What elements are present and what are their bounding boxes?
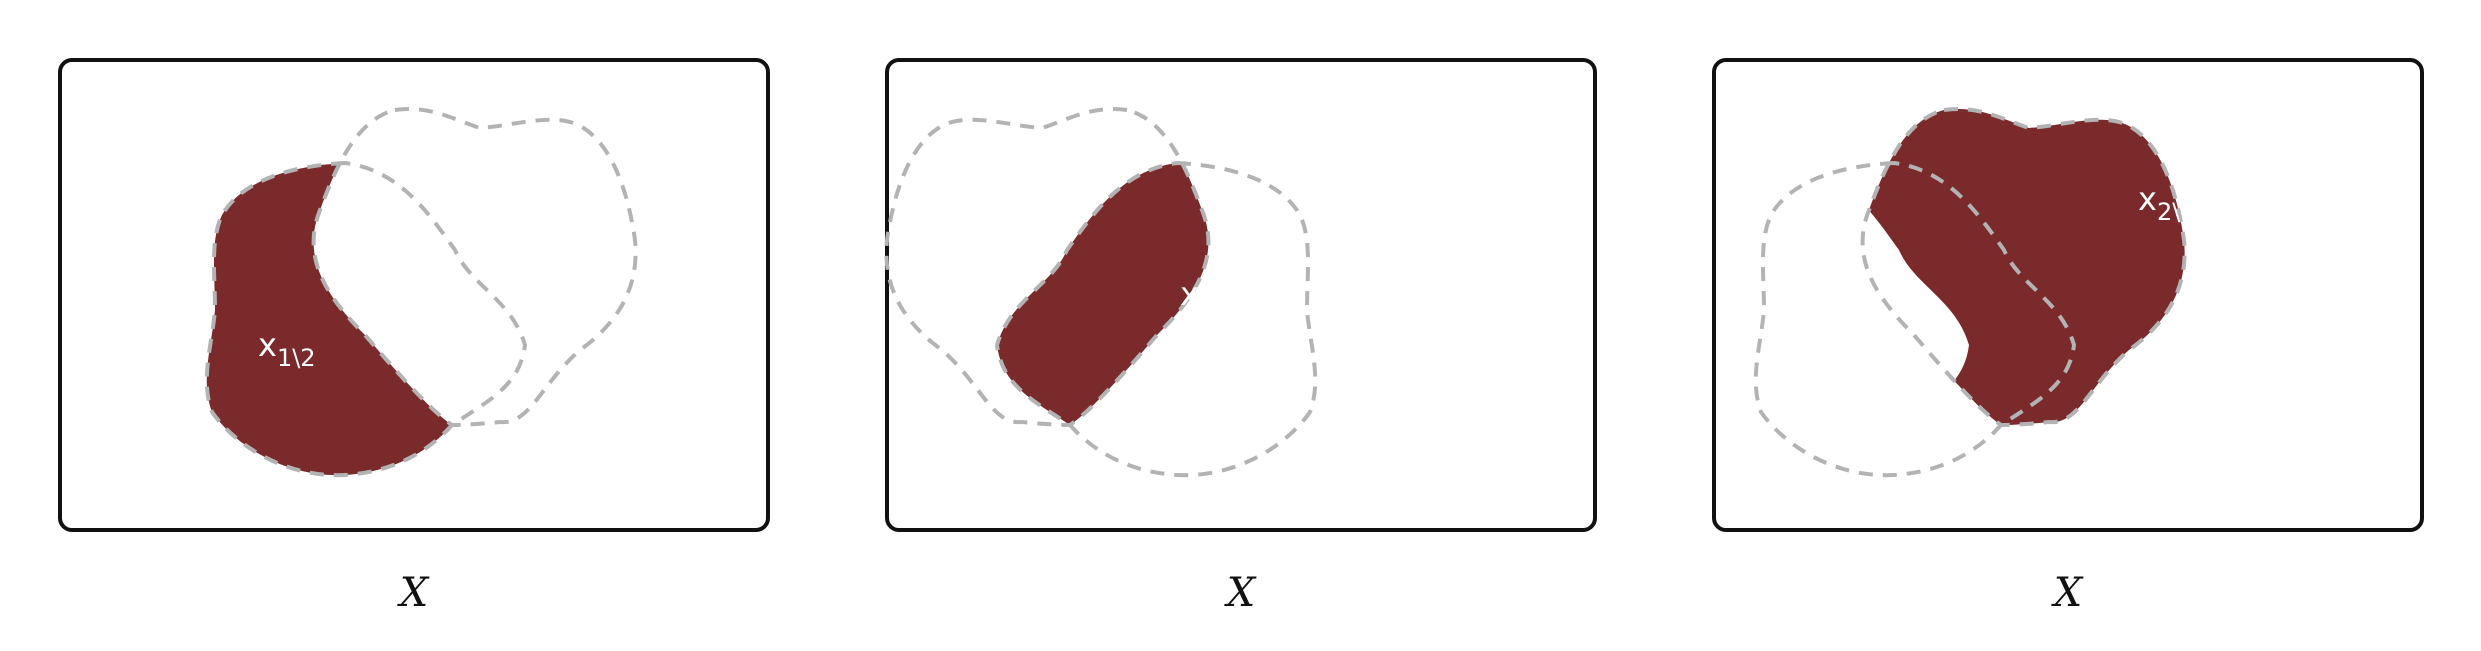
panel-1-label-sub: 1\2 bbox=[277, 344, 316, 372]
panel-1-caption: X bbox=[397, 570, 430, 616]
panel-2-label-sub: 1 bbox=[1199, 293, 1214, 321]
panel-2-caption: X bbox=[1224, 570, 1257, 616]
panel-3-label-sub: 2\1 bbox=[2157, 198, 2196, 226]
panel-3-region-label: x2\1 bbox=[2138, 180, 2196, 226]
panel-2-region-label: x1 ∩ x2 bbox=[1180, 275, 1296, 321]
panel-1-label-base: x bbox=[258, 326, 277, 364]
panel-2-label-base-2: x bbox=[1262, 275, 1281, 313]
panel-3: x2\1 X bbox=[1712, 58, 2424, 616]
panel-1-region-label: x1\2 bbox=[258, 326, 316, 372]
panel-3-label-base: x bbox=[2138, 180, 2157, 218]
panel-1: x1\2 X bbox=[58, 58, 770, 616]
panel-2: x1 ∩ x2 X bbox=[884, 58, 1597, 616]
panel-3-caption: X bbox=[2051, 570, 2084, 616]
panel-2-label-operator: ∩ bbox=[1226, 275, 1249, 313]
panel-2-label-sub-2: 2 bbox=[1281, 293, 1296, 321]
panel-2-label-base: x bbox=[1180, 275, 1199, 313]
